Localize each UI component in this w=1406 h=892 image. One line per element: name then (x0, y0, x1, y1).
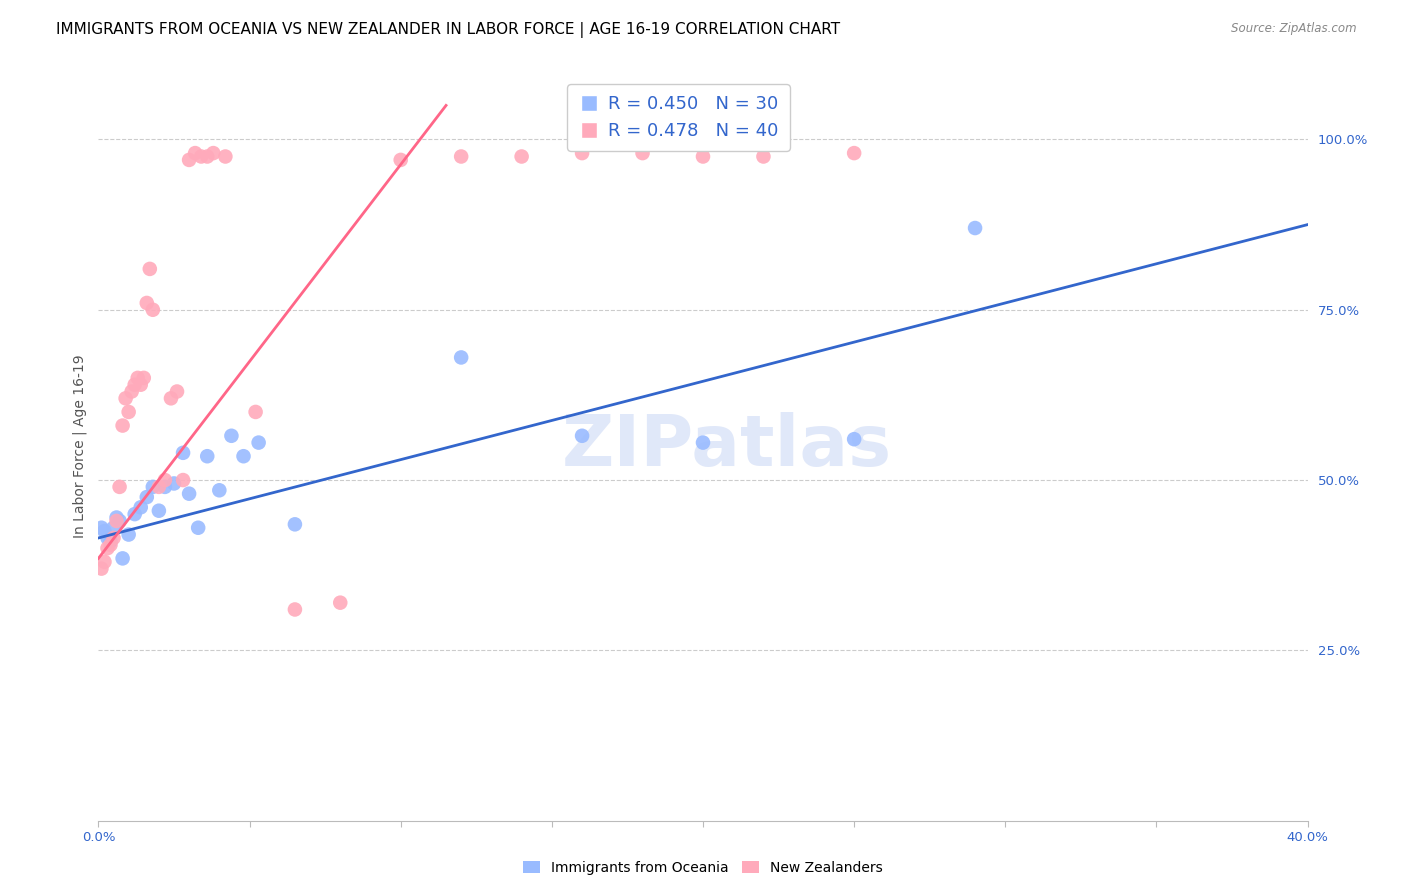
Point (93, 524, 115, 538)
Point (187, 521, 209, 535)
Point (221, 429, 243, 443)
Point (450, 149, 472, 163)
Point (631, 146, 654, 161)
Point (166, 384, 188, 399)
Point (129, 500, 152, 515)
Point (195, 449, 218, 463)
Point (284, 602, 307, 616)
Point (124, 507, 146, 521)
Point (148, 504, 170, 518)
Point (142, 302, 165, 317)
Point (148, 480, 170, 494)
Point (844, 146, 866, 161)
Point (153, 473, 176, 487)
Point (195, 149, 218, 163)
Point (214, 149, 236, 163)
Point (179, 153, 201, 167)
Point (208, 483, 231, 498)
Point (284, 517, 307, 532)
Point (105, 514, 128, 528)
Point (329, 596, 352, 610)
Point (247, 435, 270, 450)
Point (111, 418, 134, 433)
Point (692, 149, 714, 163)
Point (172, 446, 194, 460)
Text: ZIPatlas: ZIPatlas (562, 411, 893, 481)
Point (184, 146, 207, 161)
Point (135, 490, 157, 504)
Point (121, 384, 143, 399)
Point (129, 377, 152, 392)
Point (510, 149, 533, 163)
Point (100, 538, 122, 552)
Point (90, 521, 112, 535)
Point (153, 480, 176, 494)
Point (108, 480, 131, 494)
Point (127, 371, 149, 385)
Point (118, 405, 141, 419)
Point (103, 531, 125, 545)
Point (90, 561, 112, 575)
Point (103, 521, 125, 535)
Point (135, 296, 157, 310)
Point (752, 149, 775, 163)
Point (202, 146, 225, 161)
Point (132, 371, 155, 385)
Point (245, 405, 267, 419)
Point (105, 510, 128, 524)
Point (124, 377, 146, 392)
Point (111, 551, 134, 566)
Point (93, 555, 115, 569)
Text: Source: ZipAtlas.com: Source: ZipAtlas.com (1232, 22, 1357, 36)
Point (389, 153, 412, 167)
Point (96, 531, 118, 545)
Point (844, 432, 866, 446)
Text: IMMIGRANTS FROM OCEANIA VS NEW ZEALANDER IN LABOR FORCE | AGE 16-19 CORRELATION : IMMIGRANTS FROM OCEANIA VS NEW ZEALANDER… (56, 22, 841, 38)
Point (692, 435, 714, 450)
Legend: Immigrants from Oceania, New Zealanders: Immigrants from Oceania, New Zealanders (517, 855, 889, 880)
Point (100, 534, 122, 549)
Point (139, 261, 162, 276)
Point (190, 149, 212, 163)
Point (163, 476, 186, 491)
Point (108, 514, 131, 528)
Point (179, 486, 201, 500)
Point (96, 541, 118, 556)
Point (160, 392, 183, 406)
Point (965, 221, 987, 235)
Point (232, 449, 254, 463)
Point (118, 527, 141, 541)
Point (571, 146, 593, 161)
Point (450, 351, 472, 365)
Legend: R = 0.450   N = 30, R = 0.478   N = 40: R = 0.450 N = 30, R = 0.478 N = 40 (567, 84, 790, 151)
Point (114, 392, 136, 406)
Point (571, 429, 593, 443)
Point (142, 480, 165, 494)
Y-axis label: In Labor Force | Age 16-19: In Labor Force | Age 16-19 (73, 354, 87, 538)
Point (172, 473, 194, 487)
